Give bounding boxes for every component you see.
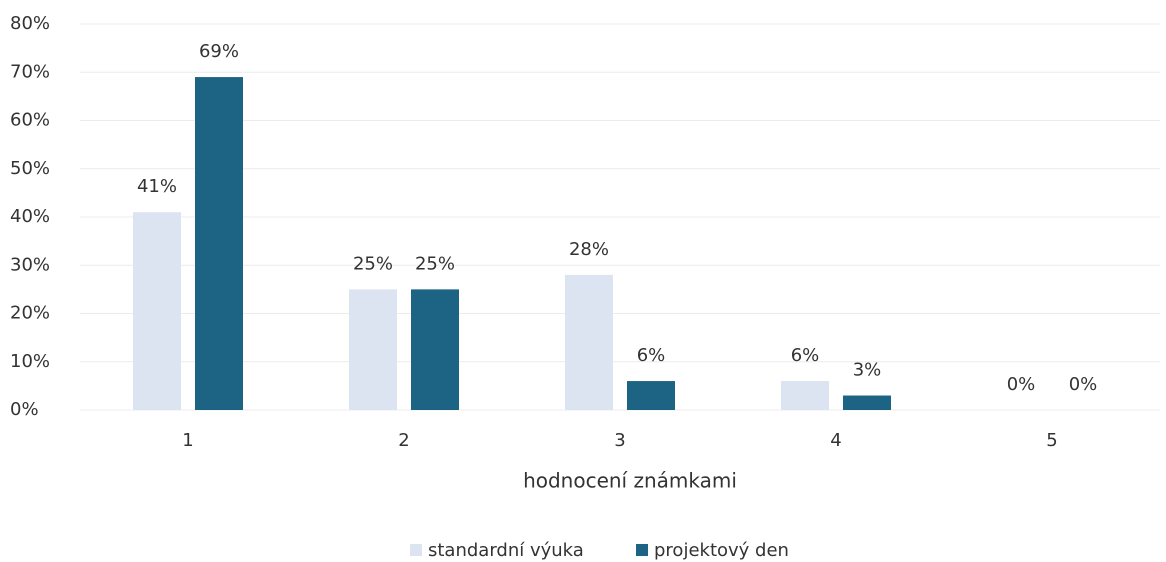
data-label: 25%	[353, 253, 393, 274]
data-label: 69%	[199, 41, 239, 62]
data-label: 3%	[853, 360, 882, 381]
data-label: 25%	[415, 253, 455, 274]
data-label: 0%	[1069, 374, 1098, 395]
data-label: 0%	[1007, 374, 1036, 395]
y-tick-label: 0%	[10, 399, 39, 420]
bar	[349, 289, 397, 410]
y-tick-label: 10%	[10, 351, 50, 372]
x-tick-label: 5	[1046, 430, 1057, 451]
data-label: 6%	[637, 345, 666, 366]
x-tick-label: 4	[830, 430, 841, 451]
data-label: 28%	[569, 239, 609, 260]
x-tick-label: 3	[614, 430, 625, 451]
bar	[843, 395, 891, 410]
y-tick-label: 40%	[10, 206, 50, 227]
legend-swatch	[636, 544, 648, 556]
y-tick-label: 50%	[10, 158, 50, 179]
y-tick-label: 60%	[10, 110, 50, 131]
bar	[565, 274, 613, 410]
bar	[133, 212, 181, 410]
legend-swatch	[410, 544, 422, 556]
legend-label: projektový den	[654, 540, 789, 561]
bar	[627, 381, 675, 410]
y-tick-label: 30%	[10, 254, 50, 275]
y-tick-label: 80%	[10, 13, 50, 34]
bar	[195, 77, 243, 410]
data-label: 6%	[791, 345, 820, 366]
data-label: 41%	[137, 176, 177, 197]
x-tick-label: 1	[182, 430, 193, 451]
x-tick-label: 2	[398, 430, 409, 451]
y-tick-label: 70%	[10, 61, 50, 82]
y-tick-label: 20%	[10, 303, 50, 324]
bar	[781, 381, 829, 410]
x-axis-title: hodnocení známkami	[523, 469, 737, 493]
legend-label: standardní výuka	[428, 540, 584, 561]
bar	[411, 289, 459, 410]
